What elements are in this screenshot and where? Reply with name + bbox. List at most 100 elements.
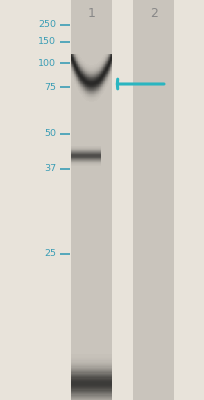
Bar (78, 380, 79, 381)
Bar (74, 75, 75, 76)
Bar (81, 83, 82, 84)
Bar (92, 150, 93, 151)
Bar (80, 81, 81, 82)
Bar (76, 366, 77, 368)
Bar (106, 70, 107, 71)
Bar (104, 55, 105, 56)
Bar (98, 74, 99, 75)
Bar (87, 67, 88, 68)
Bar (93, 82, 94, 83)
Bar (79, 81, 80, 82)
Bar (94, 382, 95, 383)
Bar (94, 162, 95, 163)
Bar (90, 95, 91, 96)
Bar (90, 78, 91, 79)
Bar (72, 72, 73, 73)
Bar (106, 360, 107, 362)
Bar (100, 161, 101, 162)
Bar (76, 375, 77, 376)
Bar (81, 354, 82, 356)
Bar (96, 68, 97, 69)
Bar (109, 356, 110, 357)
Bar (100, 360, 101, 362)
Bar (80, 390, 81, 391)
Bar (79, 365, 80, 366)
Bar (107, 80, 108, 81)
Bar (70, 378, 71, 380)
Bar (73, 73, 74, 74)
Bar (77, 78, 78, 79)
Bar (91, 90, 92, 91)
Bar (108, 67, 109, 68)
Bar (110, 368, 111, 369)
Bar (101, 386, 102, 387)
Bar (96, 84, 97, 85)
Bar (82, 85, 83, 86)
Bar (85, 155, 86, 156)
Bar (72, 393, 73, 394)
Bar (110, 376, 111, 377)
Bar (70, 61, 71, 62)
Bar (75, 82, 76, 83)
Bar (108, 382, 109, 383)
Bar (108, 356, 109, 357)
Bar (79, 390, 80, 391)
Bar (93, 391, 94, 392)
Bar (79, 156, 80, 157)
Bar (106, 383, 107, 385)
Bar (83, 378, 84, 380)
Bar (90, 148, 91, 149)
Bar (106, 365, 107, 366)
Bar (71, 390, 72, 391)
Bar (84, 371, 85, 372)
Bar (94, 87, 95, 88)
Bar (107, 79, 108, 80)
Bar (81, 159, 82, 160)
Bar (78, 75, 79, 76)
Bar (107, 68, 108, 69)
Bar (94, 66, 95, 67)
Bar (77, 71, 78, 72)
Bar (98, 91, 99, 92)
Bar (76, 364, 77, 365)
Bar (81, 92, 82, 93)
Bar (81, 359, 82, 360)
Bar (71, 375, 72, 376)
Bar (99, 387, 100, 388)
Bar (110, 63, 111, 64)
Bar (95, 393, 96, 394)
Bar (76, 398, 77, 399)
Bar (92, 159, 93, 160)
Bar (77, 383, 78, 385)
Bar (99, 61, 100, 62)
Bar (79, 151, 80, 152)
Bar (74, 67, 75, 68)
Bar (103, 377, 104, 378)
Bar (73, 63, 74, 64)
Bar (93, 151, 94, 152)
Bar (96, 150, 97, 151)
Bar (77, 68, 78, 69)
Bar (107, 66, 108, 67)
Bar (84, 62, 85, 63)
Bar (86, 66, 87, 67)
Bar (89, 88, 90, 89)
Bar (94, 385, 95, 386)
Bar (83, 387, 84, 388)
Bar (77, 64, 78, 65)
Bar (80, 374, 81, 375)
Bar (106, 84, 107, 85)
Bar (97, 396, 98, 397)
Bar (110, 364, 111, 365)
Bar (97, 370, 98, 371)
Bar (77, 66, 78, 67)
Bar (80, 84, 81, 85)
Bar (75, 80, 76, 81)
Bar (88, 398, 89, 399)
Bar (93, 100, 94, 101)
Bar (105, 388, 106, 390)
Bar (97, 77, 98, 78)
Bar (95, 75, 96, 76)
Bar (81, 81, 82, 82)
Bar (82, 370, 83, 371)
